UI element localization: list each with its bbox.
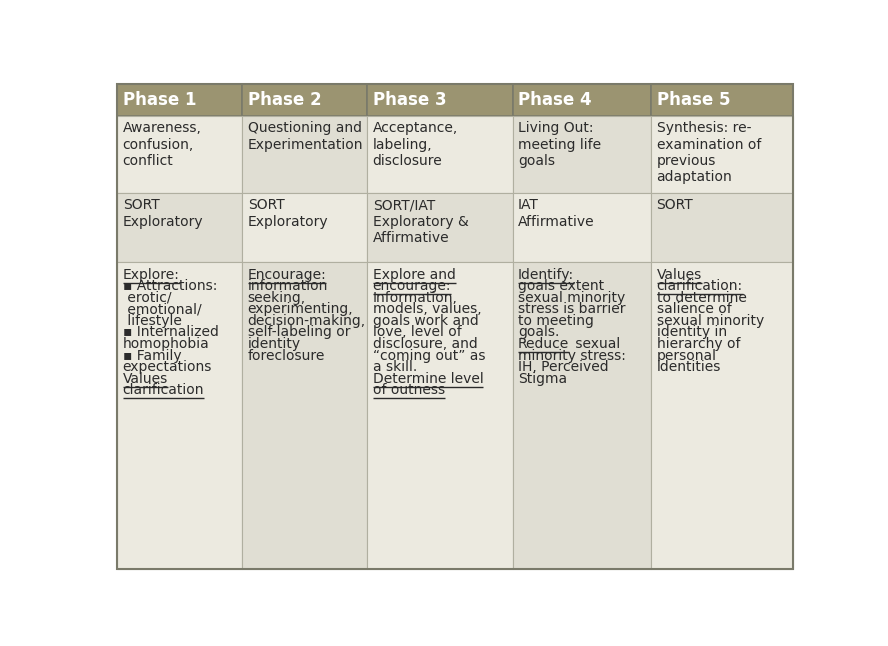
Text: SORT: SORT <box>656 198 694 213</box>
Text: Explore and: Explore and <box>373 267 456 282</box>
Text: Living Out:
meeting life
goals: Living Out: meeting life goals <box>518 121 601 168</box>
Text: IAT
Affirmative: IAT Affirmative <box>518 198 595 229</box>
Text: Questioning and
Experimentation: Questioning and Experimentation <box>248 121 363 152</box>
Text: goals work and: goals work and <box>373 314 479 328</box>
Text: Awareness,
confusion,
conflict: Awareness, confusion, conflict <box>123 121 202 168</box>
Text: ▪ Attractions:: ▪ Attractions: <box>123 279 217 293</box>
Text: Acceptance,
labeling,
disclosure: Acceptance, labeling, disclosure <box>373 121 458 168</box>
Text: erotic/: erotic/ <box>123 291 171 305</box>
Bar <box>117 116 242 193</box>
Text: Reduce: Reduce <box>518 337 569 351</box>
Text: SORT/IAT
Exploratory &
Affirmative: SORT/IAT Exploratory & Affirmative <box>373 198 469 245</box>
Text: a skill.: a skill. <box>373 360 417 374</box>
Text: Synthesis: re-
examination of
previous
adaptation: Synthesis: re- examination of previous a… <box>656 121 761 184</box>
Text: of outness: of outness <box>373 383 445 397</box>
Text: Determine level: Determine level <box>373 371 483 386</box>
Text: identity in: identity in <box>656 326 726 339</box>
Text: goals extent: goals extent <box>518 279 604 293</box>
Text: to meeting: to meeting <box>518 314 594 328</box>
Bar <box>651 84 793 116</box>
Bar <box>651 116 793 193</box>
Bar <box>117 262 242 568</box>
Text: Encourage:: Encourage: <box>248 267 327 282</box>
Text: Phase 2: Phase 2 <box>248 91 321 109</box>
Text: minority stress:: minority stress: <box>518 349 626 362</box>
Text: emotional/: emotional/ <box>123 302 202 317</box>
Text: Phase 3: Phase 3 <box>373 91 447 109</box>
Text: IH, Perceived: IH, Perceived <box>518 360 608 374</box>
Text: sexual minority: sexual minority <box>518 291 625 305</box>
Bar <box>512 262 651 568</box>
Bar <box>117 193 242 262</box>
Bar <box>368 193 512 262</box>
Text: salience of: salience of <box>656 302 731 317</box>
Text: expectations: expectations <box>123 360 212 374</box>
Text: information: information <box>248 279 328 293</box>
Text: hierarchy of: hierarchy of <box>656 337 740 351</box>
Text: identities: identities <box>656 360 721 374</box>
Text: Explore:: Explore: <box>123 267 179 282</box>
Bar <box>512 116 651 193</box>
Text: Phase 4: Phase 4 <box>518 91 591 109</box>
Text: lifestyle: lifestyle <box>123 314 181 328</box>
Text: love, level of: love, level of <box>373 326 462 339</box>
Text: self-labeling or: self-labeling or <box>248 326 350 339</box>
Bar <box>368 262 512 568</box>
Text: Stigma: Stigma <box>518 371 567 386</box>
Text: clarification: clarification <box>123 383 204 397</box>
Text: Values: Values <box>123 371 168 386</box>
Text: Information,: Information, <box>373 291 457 305</box>
Text: Phase 1: Phase 1 <box>123 91 196 109</box>
Bar <box>117 84 242 116</box>
Bar <box>651 262 793 568</box>
Bar <box>368 84 512 116</box>
Bar <box>368 116 512 193</box>
Bar <box>242 262 368 568</box>
Text: seeking,: seeking, <box>248 291 305 305</box>
Text: to determine: to determine <box>656 291 747 305</box>
Text: Phase 5: Phase 5 <box>656 91 730 109</box>
Text: foreclosure: foreclosure <box>248 349 325 362</box>
Text: SORT
Exploratory: SORT Exploratory <box>248 198 329 229</box>
Bar <box>242 193 368 262</box>
Text: disclosure, and: disclosure, and <box>373 337 478 351</box>
Text: identity: identity <box>248 337 301 351</box>
Text: ▪ Internalized: ▪ Internalized <box>123 326 218 339</box>
Text: SORT
Exploratory: SORT Exploratory <box>123 198 203 229</box>
Bar <box>242 116 368 193</box>
Text: models, values,: models, values, <box>373 302 481 317</box>
Text: sexual: sexual <box>571 337 620 351</box>
Text: “coming out” as: “coming out” as <box>373 349 485 362</box>
Text: Values: Values <box>656 267 702 282</box>
Text: stress is barrier: stress is barrier <box>518 302 625 317</box>
Bar <box>512 193 651 262</box>
Bar <box>651 193 793 262</box>
Text: sexual minority: sexual minority <box>656 314 764 328</box>
Text: experimenting,: experimenting, <box>248 302 353 317</box>
Text: goals.: goals. <box>518 326 559 339</box>
Text: clarification:: clarification: <box>656 279 742 293</box>
Text: decision-making,: decision-making, <box>248 314 366 328</box>
Text: encourage:: encourage: <box>373 279 451 293</box>
Text: homophobia: homophobia <box>123 337 210 351</box>
Text: ▪ Family: ▪ Family <box>123 349 181 362</box>
Bar <box>242 84 368 116</box>
Text: Identify:: Identify: <box>518 267 575 282</box>
Text: personal: personal <box>656 349 717 362</box>
Bar <box>512 84 651 116</box>
